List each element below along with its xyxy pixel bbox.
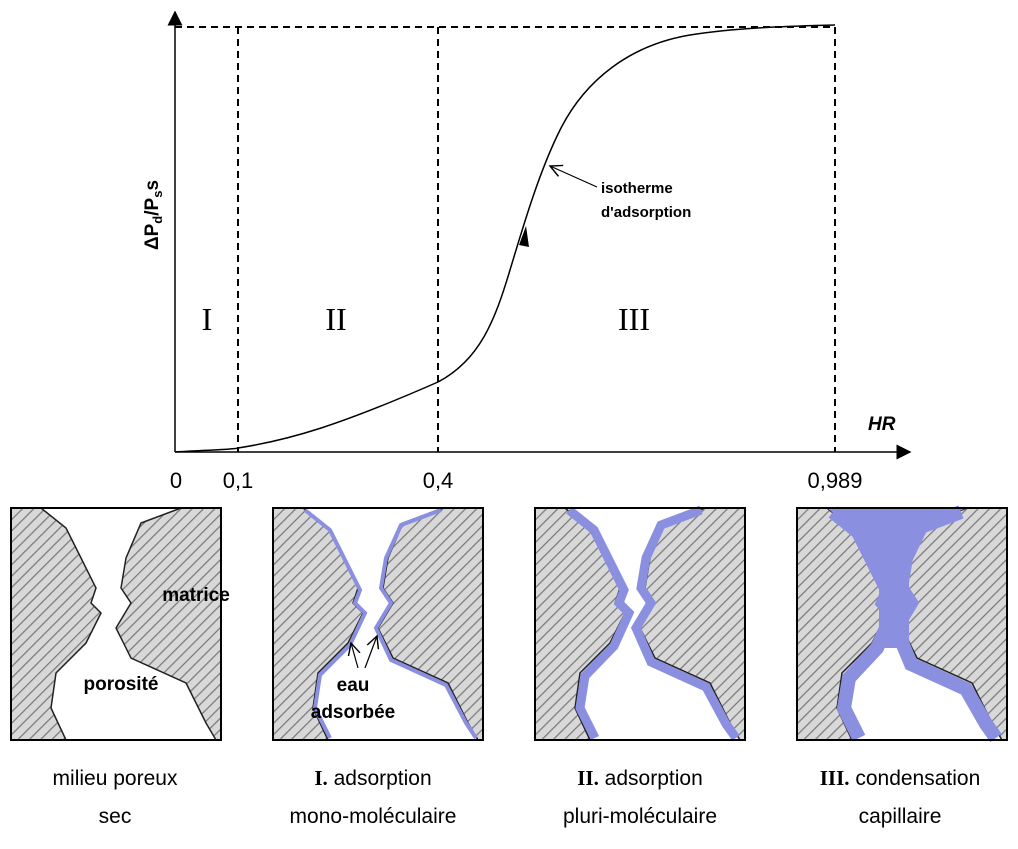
caption-text: condensation (850, 767, 981, 790)
y-label-part: d (150, 216, 165, 224)
caption: milieu poreux (53, 767, 178, 790)
panel (796, 505, 1008, 743)
region-label: III (618, 301, 650, 337)
caption-text: adsorption (599, 767, 703, 790)
annotation-line: d'adsorption (601, 204, 691, 221)
panel: matrice porosité (10, 507, 230, 741)
caption-text: milieu poreux (53, 767, 178, 790)
caption-lead: III. (820, 766, 850, 790)
caption: sec (99, 805, 132, 828)
panel (534, 505, 746, 741)
annotation-arrow (550, 166, 598, 188)
caption-lead: I. (314, 766, 327, 790)
panel-label: eau (337, 675, 370, 696)
x-label: HR (868, 414, 896, 435)
caption: capillaire (859, 805, 942, 828)
y-label: ΔPd/Pss (142, 180, 165, 250)
tick-label: 0 (170, 468, 182, 493)
annotation-line: isotherme (601, 180, 673, 197)
tick-label: 0,1 (223, 468, 254, 493)
curve-arrow (519, 226, 529, 247)
axes (167, 10, 912, 460)
y-label-part: /P (142, 197, 163, 215)
caption: III. condensation (820, 766, 981, 790)
tick-label: 0,4 (423, 468, 454, 493)
caption-text: adsorption (328, 767, 432, 790)
annotation: isotherme d'adsorption (601, 180, 691, 221)
panel-label: adsorbée (311, 702, 395, 723)
caption: mono-moléculaire (290, 805, 457, 828)
y-label-part: ΔP (142, 223, 163, 250)
region-label: II (325, 301, 346, 337)
tick-label: 0,989 (807, 468, 862, 493)
caption-lead: II. (577, 766, 599, 790)
y-label-part: s (150, 191, 165, 198)
panel-label: matrice (162, 585, 230, 606)
caption: II. adsorption (577, 766, 703, 790)
region-label: I (202, 301, 213, 337)
panel-label: porosité (84, 674, 159, 695)
panel: eau adsorbée (272, 507, 484, 741)
isotherm-curve (174, 24, 836, 453)
caption: I. adsorption (314, 766, 431, 790)
y-label-part: s (142, 180, 163, 191)
caption: pluri-moléculaire (563, 805, 717, 828)
